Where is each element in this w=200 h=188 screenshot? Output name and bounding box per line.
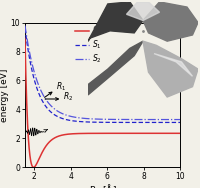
Polygon shape: [88, 41, 143, 95]
Legend: $S_0$, $S_1$, $S_2$: $S_0$, $S_1$, $S_2$: [75, 25, 102, 65]
Polygon shape: [127, 2, 160, 20]
X-axis label: R$_1$ [Å]: R$_1$ [Å]: [89, 183, 116, 188]
Polygon shape: [154, 54, 192, 76]
Polygon shape: [143, 2, 198, 41]
Text: $R_1$: $R_1$: [56, 80, 66, 93]
Polygon shape: [143, 41, 198, 97]
Polygon shape: [88, 2, 143, 41]
Text: $R_2$: $R_2$: [63, 91, 73, 103]
Y-axis label: energy [eV]: energy [eV]: [0, 68, 9, 122]
